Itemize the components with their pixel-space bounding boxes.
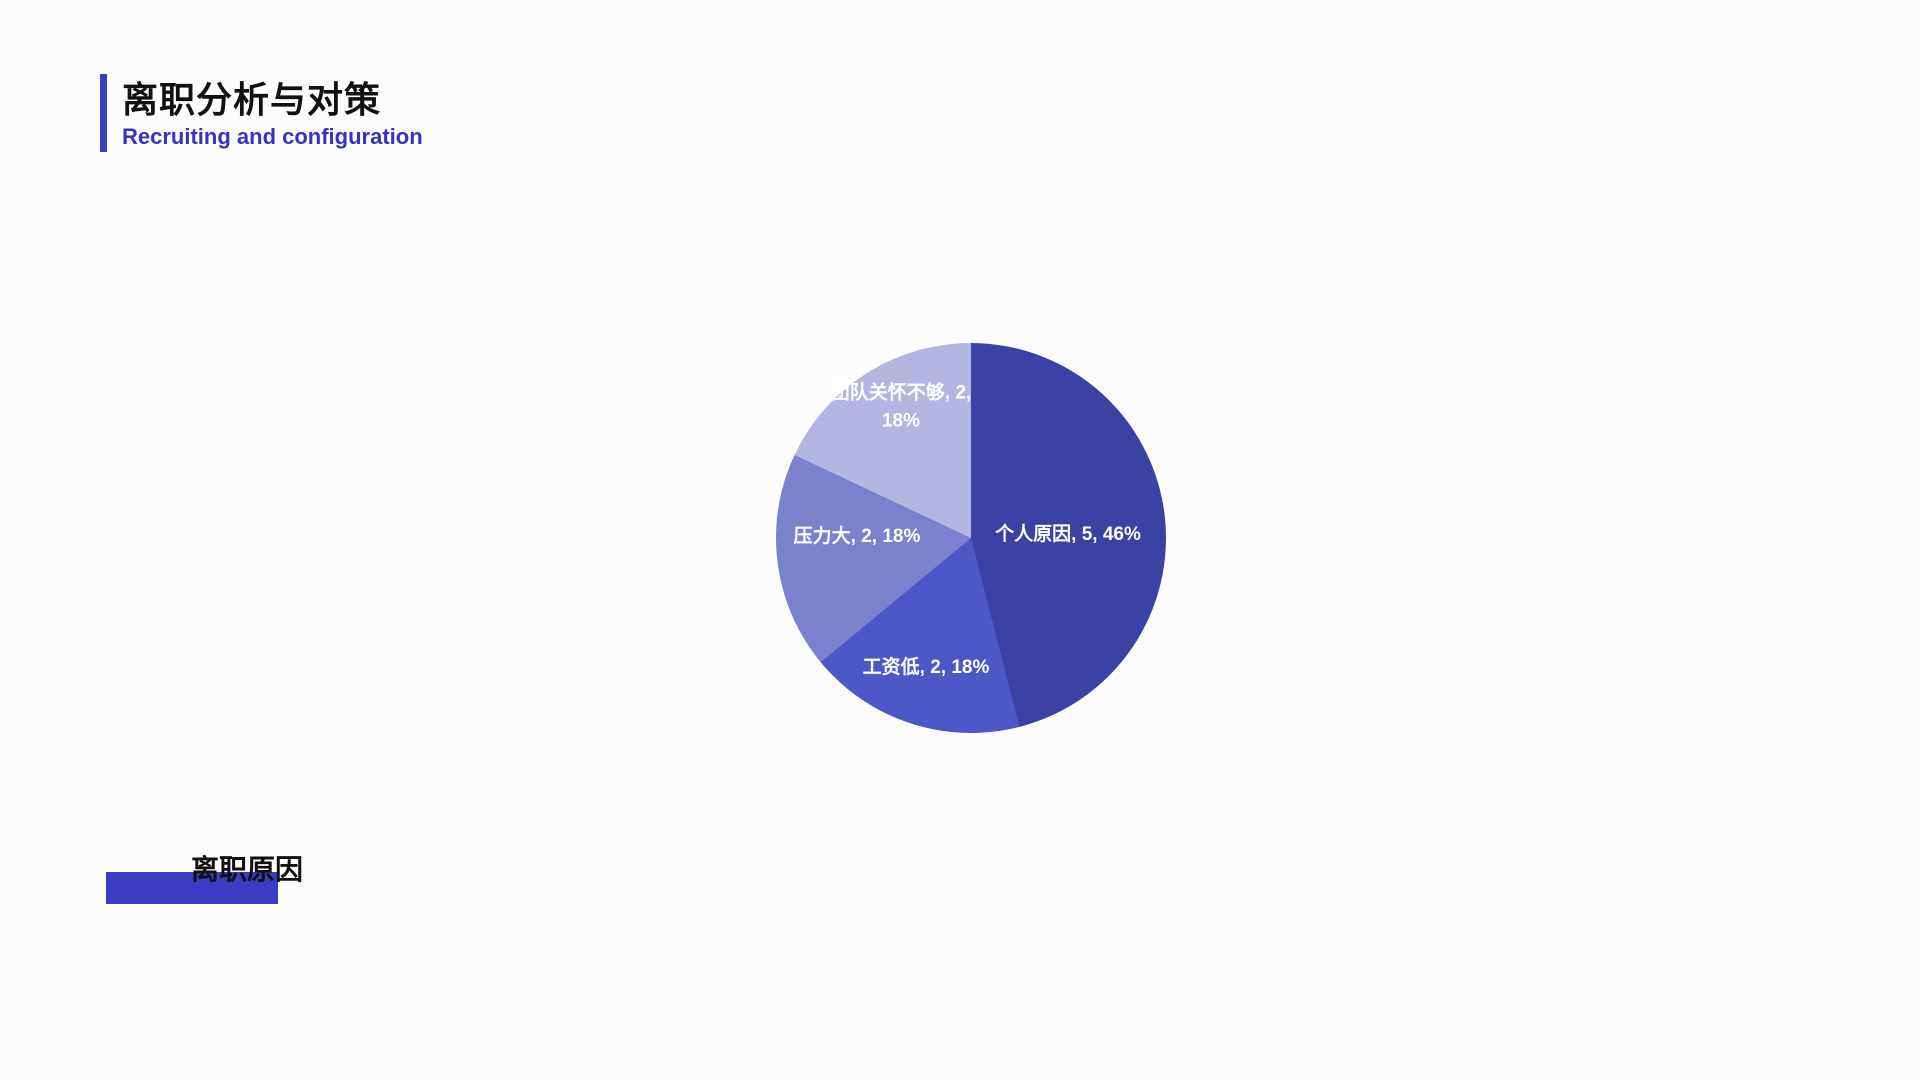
page-title: 离职分析与对策 — [122, 71, 381, 123]
slide: 离职分析与对策 Recruiting and configuration 个人原… — [0, 0, 1920, 1080]
title-accent-bar — [100, 74, 107, 152]
footer-label: 离职原因 — [191, 848, 303, 888]
pie-slice-label: 工资低, 2, 18% — [863, 654, 990, 682]
pie-slice-label: 团队关怀不够, 2,18% — [831, 379, 971, 434]
page-subtitle: Recruiting and configuration — [122, 124, 423, 150]
pie-slice-label: 压力大, 2, 18% — [794, 523, 921, 551]
pie-slice-label: 个人原因, 5, 46% — [995, 521, 1141, 549]
